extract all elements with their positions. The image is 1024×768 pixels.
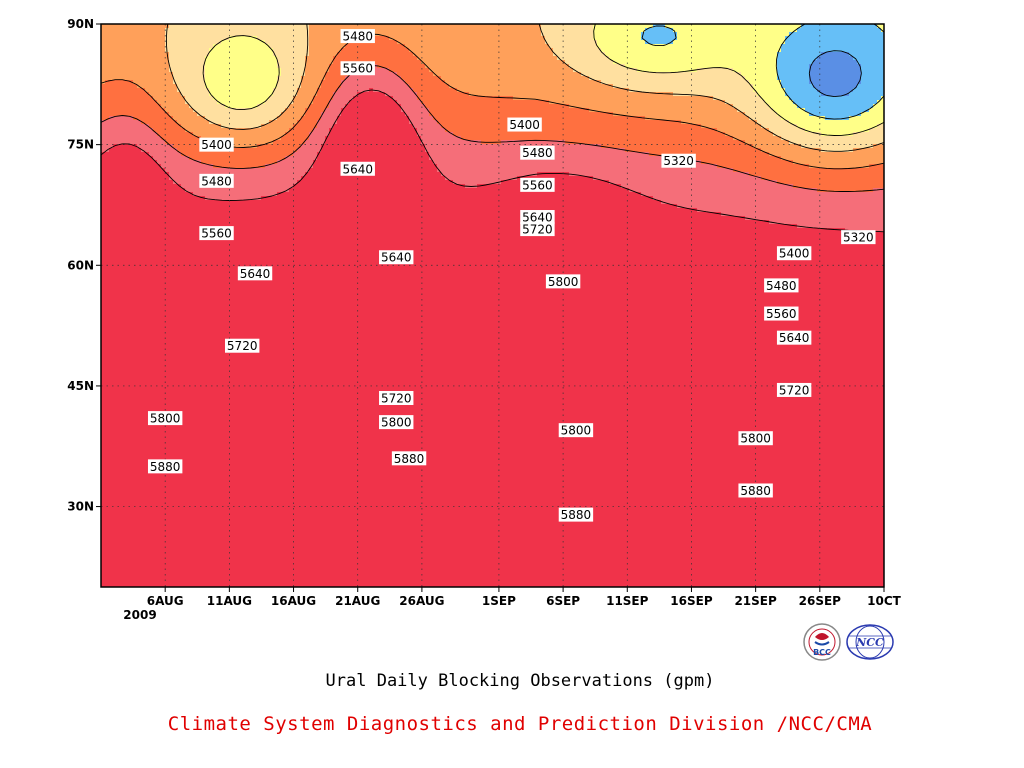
contour-label: 5800 [381, 416, 412, 430]
x-tick-label: 21SEP [734, 594, 777, 608]
contour-label: 5640 [240, 267, 271, 281]
x-year-label: 2009 [123, 608, 156, 622]
x-tick-label: 16AUG [271, 594, 316, 608]
contour-label: 5720 [381, 391, 412, 405]
x-tick-label: 6AUG [147, 594, 184, 608]
contour-label: 5480 [522, 146, 553, 160]
contour-label: 5640 [342, 162, 373, 176]
contour-label: 5720 [227, 339, 258, 353]
y-axis: 90N 75N 60N 45N 30N [67, 17, 101, 514]
x-axis: 6AUG 11AUG 16AUG 21AUG 26AUG 1SEP 6SEP 11SEP 16S… [147, 587, 902, 608]
x-tick-label: 11SEP [606, 594, 649, 608]
contour-label: 5560 [201, 227, 232, 241]
chart-caption: Ural Daily Blocking Observations (gpm) [0, 671, 1024, 691]
contour-label: 5480 [342, 30, 373, 44]
contour-label: 5480 [766, 279, 797, 293]
contour-label: 5560 [766, 307, 797, 321]
contour-label: 5880 [394, 452, 425, 466]
contour-label: 5320 [843, 231, 874, 245]
contour-label: 5400 [201, 138, 232, 152]
contour-label: 5720 [522, 223, 553, 237]
contour-label: 5720 [779, 383, 810, 397]
y-tick-label: 45N [67, 379, 94, 393]
contour-label: 5640 [779, 331, 810, 345]
contour-label: 5880 [150, 460, 181, 474]
x-tick-label: 16SEP [670, 594, 713, 608]
x-tick-label: 1SEP [482, 594, 516, 608]
x-tick-label: 21AUG [335, 594, 380, 608]
contour-label: 5800 [740, 432, 771, 446]
y-tick-label: 30N [67, 500, 94, 514]
bcc-logo-text: BCC [813, 648, 831, 657]
x-tick-label: 26SEP [799, 594, 842, 608]
contour-label: 5880 [740, 484, 771, 498]
contour-label: 5400 [509, 118, 540, 132]
contour-label: 5320 [663, 154, 694, 168]
contour-label: 5560 [342, 62, 373, 76]
contour-label: 5640 [381, 251, 412, 265]
contour-label: 5800 [561, 424, 592, 438]
contour-chart: 5320 5320 5400 5400 5400 5480 5480 5480 5480 5560… [0, 0, 1024, 660]
contour-label: 5480 [201, 174, 232, 188]
contour-label: 5400 [779, 247, 810, 261]
x-tick-label: 26AUG [399, 594, 444, 608]
ncc-logo-text: NCC [855, 636, 884, 649]
bcc-logo: BCC [803, 623, 841, 661]
y-tick-label: 90N [67, 17, 94, 31]
contour-label: 5560 [522, 178, 553, 192]
x-tick-label: 10CT [867, 594, 902, 608]
credit-line: Climate System Diagnostics and Predictio… [0, 713, 1024, 735]
y-tick-label: 75N [67, 138, 94, 152]
ncc-logo: NCC [845, 623, 895, 661]
contour-label: 5880 [561, 508, 592, 522]
contour-label: 5800 [548, 275, 579, 289]
x-tick-label: 11AUG [207, 594, 252, 608]
contour-label: 5800 [150, 412, 181, 426]
x-tick-label: 6SEP [546, 594, 580, 608]
y-tick-label: 60N [67, 258, 94, 272]
